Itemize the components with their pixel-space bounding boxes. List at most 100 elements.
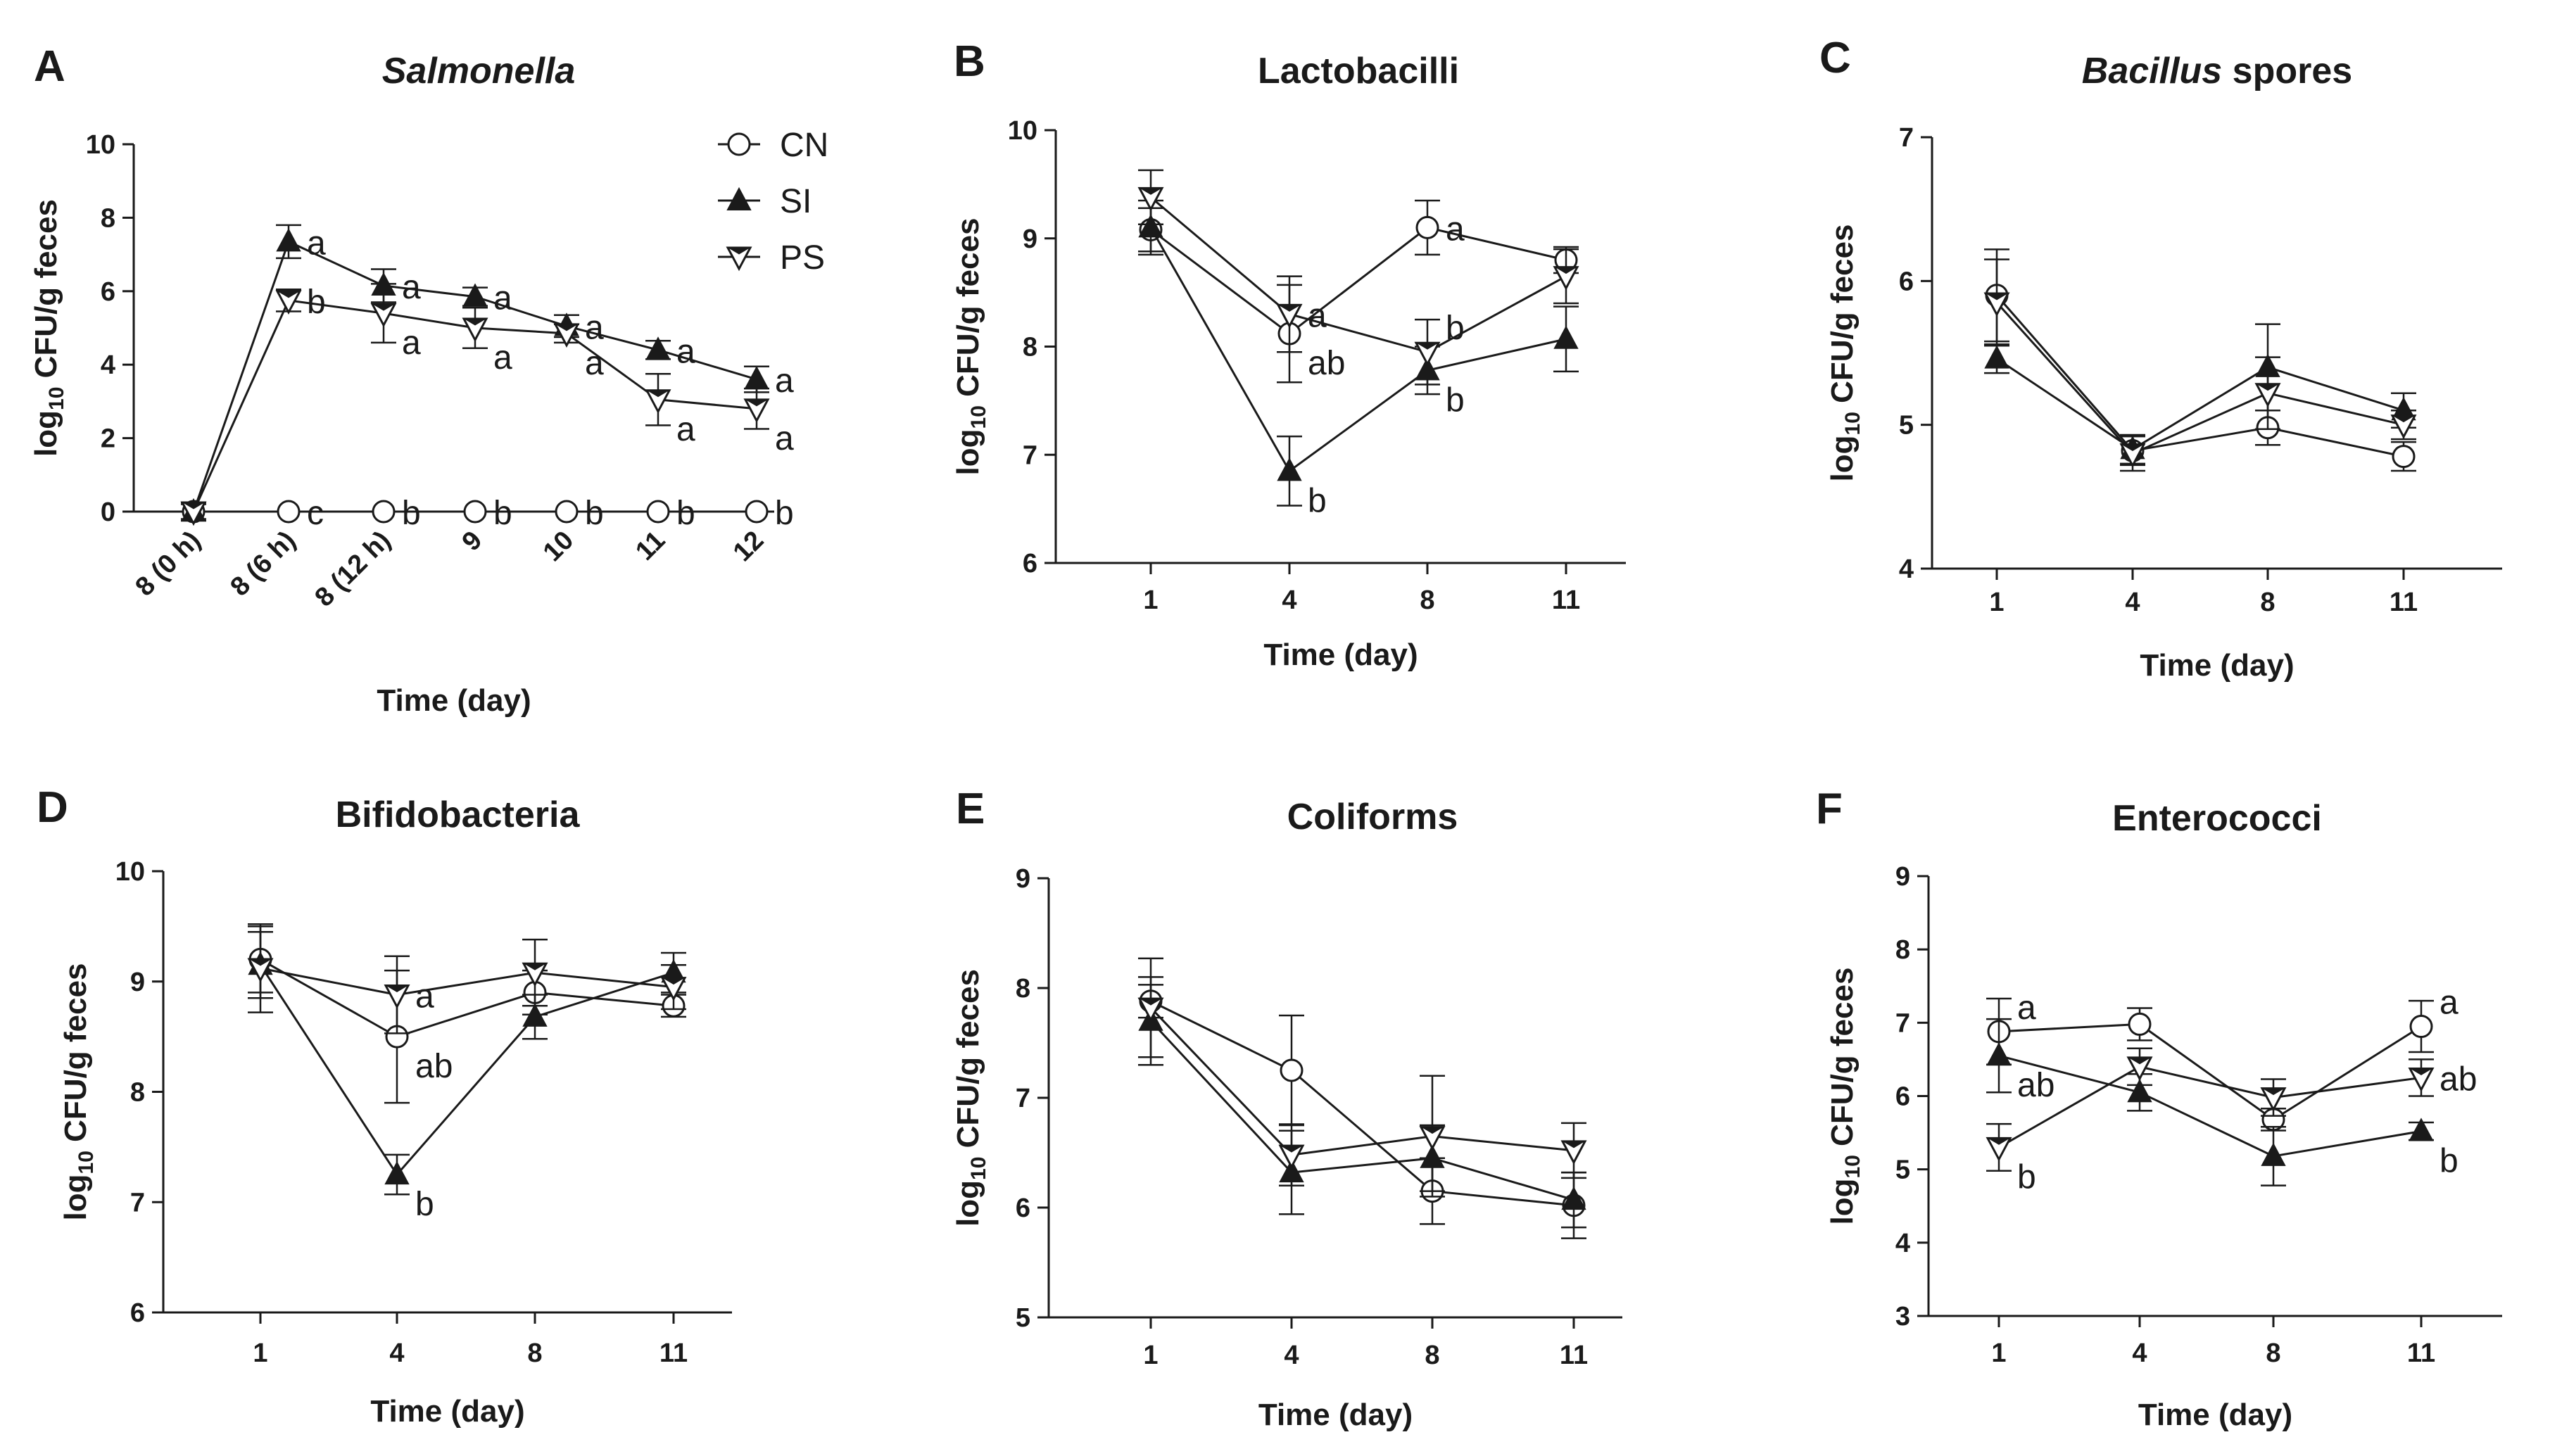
- series-line: [1149, 1020, 1574, 1201]
- x-tick-label: 4: [1282, 585, 1296, 615]
- series-line: [260, 967, 674, 996]
- significance-label: b: [585, 495, 604, 532]
- significance-label: b: [493, 495, 512, 532]
- series-PS: [1137, 957, 1587, 1198]
- legend-label: SI: [780, 183, 812, 220]
- series-SI: [181, 224, 769, 522]
- y-tick-label: 8: [101, 203, 115, 233]
- x-axis-label: Time (day): [2138, 1398, 2292, 1432]
- series-line: [1998, 1054, 2422, 1158]
- x-tick-label: 8: [2260, 588, 2275, 617]
- y-tick-label: 10: [1008, 116, 1037, 146]
- y-tick-label: 8: [130, 1078, 145, 1108]
- y-axis-label: log10 CFU/g feces: [951, 969, 990, 1227]
- x-tick-label: 8 (12 h): [310, 526, 397, 613]
- x-tick-label: 4: [1284, 1341, 1299, 1370]
- series-line: [1995, 301, 2404, 455]
- x-tick-label: 11: [630, 526, 671, 566]
- data-point: [2261, 1142, 2286, 1166]
- panel-B: B Lactobacilli 6 7 8 9 10 1 4 8 11 Time (day) log10 …: [951, 37, 1626, 672]
- panel-letter: D: [37, 783, 68, 832]
- data-point: [1419, 1126, 1446, 1151]
- data-point: [645, 336, 671, 360]
- x-tick-label: 1: [1143, 585, 1158, 615]
- significance-label: b: [307, 284, 326, 321]
- data-point: [646, 500, 670, 524]
- data-point: [1983, 292, 2010, 317]
- data-point: [555, 500, 579, 524]
- significance-label: a: [493, 339, 512, 376]
- x-axis-label: Time (day): [1263, 638, 1418, 672]
- data-point: [645, 389, 671, 414]
- panel-E: E Coliforms 5 6 7 8 9 1 4 8 11 Time (day) log10 CFU/…: [951, 785, 1622, 1432]
- x-tick-label: 8: [2266, 1338, 2280, 1368]
- x-tick-label: 11: [1560, 1341, 1588, 1370]
- chart-title: Coliforms: [1287, 797, 1458, 837]
- series-CN: [248, 925, 686, 1104]
- data-point: [1414, 341, 1441, 367]
- series-SI: [248, 930, 686, 1196]
- series-CN: [1138, 984, 1586, 1239]
- y-tick-label: 6: [1023, 549, 1037, 578]
- series-line: [1998, 1023, 2422, 1121]
- y-tick-label: 7: [1899, 123, 1914, 153]
- series-line: [1998, 1065, 2422, 1148]
- legend-marker-ps: [726, 246, 752, 272]
- x-axis-label: Time (day): [370, 1394, 524, 1429]
- panel-letter: A: [34, 42, 65, 91]
- significance-label: a: [775, 362, 794, 400]
- legend-marker-cn: [727, 132, 751, 156]
- x-tick-label: 4: [389, 1338, 404, 1368]
- series-SI: [1138, 199, 1579, 507]
- significance-label: b: [1446, 310, 1465, 347]
- significance-label: b: [402, 495, 421, 532]
- data-point: [522, 962, 548, 987]
- y-tick-label: 8: [1016, 974, 1030, 1004]
- significance-label: a: [2439, 985, 2459, 1022]
- y-tick-label: 9: [1895, 862, 1910, 892]
- series-CN: [1138, 199, 1579, 384]
- data-point: [2260, 1087, 2287, 1112]
- significance-label: ab: [2439, 1061, 2477, 1098]
- legend-label: PS: [780, 239, 825, 277]
- y-axis-label: log10 CFU/g feces: [951, 218, 990, 476]
- y-tick-label: 5: [1899, 411, 1914, 441]
- x-tick-label: 4: [2132, 1338, 2147, 1368]
- significance-label: c: [307, 495, 324, 532]
- significance-label: b: [676, 495, 695, 532]
- data-point: [1137, 997, 1164, 1023]
- significance-label: a: [402, 324, 421, 362]
- y-tick-label: 2: [101, 424, 115, 454]
- series-line: [1150, 1000, 1574, 1207]
- chart-title: Bifidobacteria: [336, 795, 581, 835]
- significance-label: ab: [1308, 345, 1345, 382]
- data-point: [743, 398, 770, 424]
- y-tick-label: 7: [1023, 441, 1037, 470]
- panel-letter: C: [1819, 34, 1851, 82]
- y-tick-label: 9: [1016, 864, 1030, 894]
- x-tick-label: 11: [1552, 585, 1580, 615]
- series-SI: [1138, 976, 1586, 1229]
- y-axis-label: log10 CFU/g feces: [1825, 224, 1864, 482]
- data-point: [2390, 414, 2417, 439]
- data-point: [1986, 1137, 2012, 1162]
- series-SI: [1986, 1018, 2434, 1186]
- data-point: [463, 500, 487, 524]
- significance-label: b: [775, 495, 794, 532]
- significance-label: a: [585, 345, 604, 382]
- chart-title: Bacillus spores: [2082, 51, 2352, 91]
- significance-label: a: [676, 333, 695, 370]
- significance-label: b: [415, 1186, 434, 1223]
- chart-title: Enterococci: [2112, 798, 2322, 839]
- y-tick-label: 6: [101, 277, 115, 307]
- data-point: [1137, 186, 1164, 212]
- legend-marker-si: [726, 186, 752, 210]
- x-tick-label: 10: [538, 526, 580, 568]
- y-tick-label: 0: [101, 498, 115, 527]
- series-PS: [1983, 258, 2417, 472]
- y-axis-label: log10 CFU/g feces: [1825, 968, 1864, 1225]
- y-tick-label: 8: [1023, 333, 1037, 362]
- y-tick-label: 3: [1895, 1302, 1910, 1331]
- data-point: [1277, 457, 1302, 481]
